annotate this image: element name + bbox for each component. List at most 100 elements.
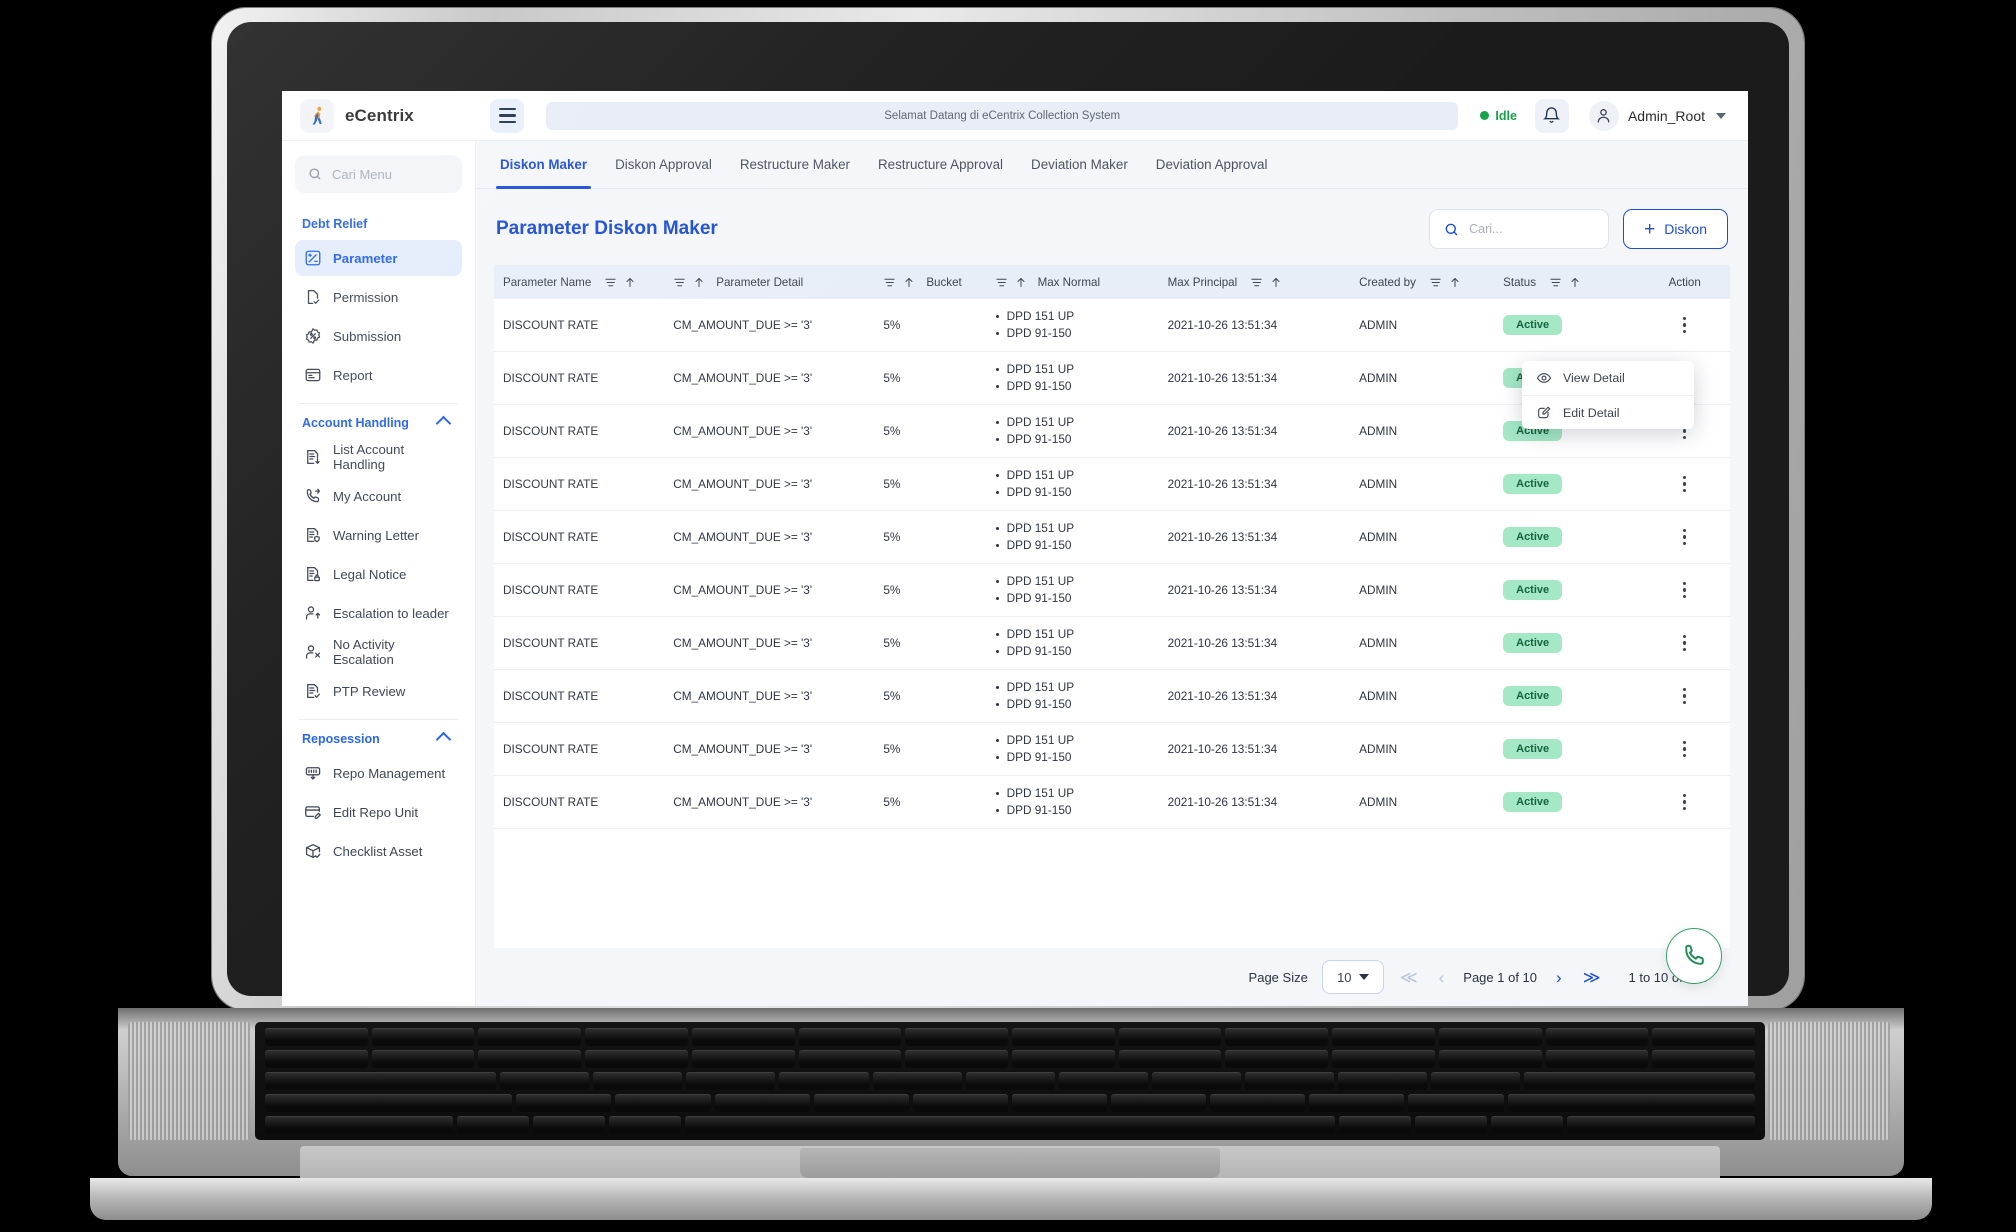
- table-row[interactable]: DISCOUNT RATE CM_AMOUNT_DUE >= '3' 5% DPD 1…: [494, 669, 1730, 723]
- filter-icon[interactable]: [673, 276, 686, 289]
- sidebar-item-my-account[interactable]: My Account: [295, 478, 462, 514]
- cell-parameter-detail: CM_AMOUNT_DUE >= '3': [673, 457, 884, 511]
- prev-page-button[interactable]: ‹: [1438, 967, 1445, 987]
- sort-ascending-arrow-icon[interactable]: [1569, 276, 1581, 289]
- sidebar-item-label: No Activity Escalation: [333, 637, 395, 667]
- context-menu-label: Edit Detail: [1563, 405, 1620, 420]
- table-row[interactable]: DISCOUNT RATE CM_AMOUNT_DUE >= '3' 5% DPD 1…: [494, 616, 1730, 670]
- cell-parameter-name: DISCOUNT RATE: [494, 404, 674, 458]
- sort-ascending-arrow-icon[interactable]: [693, 276, 705, 289]
- kebab-menu-icon[interactable]: [1676, 635, 1694, 651]
- col-parameter-detail[interactable]: Parameter Detail: [673, 265, 884, 299]
- sort-ascending-arrow-icon[interactable]: [1270, 276, 1282, 289]
- filter-icon[interactable]: [1429, 276, 1442, 289]
- table-row[interactable]: DISCOUNT RATE CM_AMOUNT_DUE >= '3' 5% DPD 1…: [494, 510, 1730, 564]
- sidebar-item-legal-notice[interactable]: Legal Notice: [295, 556, 462, 592]
- next-page-button[interactable]: ›: [1556, 967, 1562, 987]
- add-diskon-button[interactable]: + Diskon: [1623, 209, 1728, 249]
- kebab-menu-icon[interactable]: [1676, 476, 1694, 492]
- table-row[interactable]: DISCOUNT RATE CM_AMOUNT_DUE >= '3' 5% DPD 1…: [494, 299, 1730, 352]
- kebab-menu-icon[interactable]: [1676, 741, 1694, 757]
- sidebar-item-submission[interactable]: Submission: [295, 318, 462, 354]
- table-row[interactable]: DISCOUNT RATE CM_AMOUNT_DUE >= '3' 5% DPD 1…: [494, 722, 1730, 776]
- sidebar-item-permission[interactable]: Permission: [295, 279, 462, 315]
- tab-deviation-approval[interactable]: Deviation Approval: [1142, 141, 1282, 189]
- col-bucket[interactable]: Bucket: [883, 265, 995, 299]
- col-parameter-name[interactable]: Parameter Name: [494, 265, 674, 299]
- filter-icon[interactable]: [883, 276, 896, 289]
- sidebar-item-report[interactable]: Report: [295, 357, 462, 393]
- list-download-icon: [303, 448, 322, 467]
- kebab-menu-icon[interactable]: [1676, 794, 1694, 810]
- tab-restructure-maker[interactable]: Restructure Maker: [726, 141, 864, 189]
- table-row[interactable]: DISCOUNT RATE CM_AMOUNT_DUE >= '3' 5% DPD 1…: [494, 457, 1730, 511]
- sidebar-item-warning-letter[interactable]: Warning Letter: [295, 517, 462, 553]
- sort-ascending-arrow-icon[interactable]: [1449, 276, 1461, 289]
- main-content: Diskon Maker Diskon Approval Restructure…: [476, 141, 1748, 1006]
- sidebar-item-checklist-asset[interactable]: Checklist Asset: [295, 833, 462, 869]
- sidebar-item-repo-management[interactable]: Repo Management: [295, 755, 462, 791]
- sidebar-item-edit-repo-unit[interactable]: Edit Repo Unit: [295, 794, 462, 830]
- keyboard-key: [1652, 1028, 1756, 1046]
- bucket-item: DPD 91-150: [995, 802, 1164, 819]
- tab-diskon-approval[interactable]: Diskon Approval: [601, 141, 726, 189]
- sidebar-group-debt-relief[interactable]: Debt Relief: [295, 209, 462, 240]
- filter-icon[interactable]: [1250, 276, 1263, 289]
- page-size-select[interactable]: 10: [1321, 960, 1384, 994]
- report-card-icon: [303, 366, 322, 385]
- col-max-principal[interactable]: Max Principal: [1167, 265, 1360, 299]
- kebab-menu-icon[interactable]: [1676, 529, 1694, 545]
- sort-ascending-arrow-icon[interactable]: [1015, 276, 1027, 289]
- page-indicator: Page 1 of 10: [1463, 969, 1538, 985]
- sort-ascending-arrow-icon[interactable]: [903, 276, 915, 289]
- call-fab-button[interactable]: [1666, 928, 1722, 984]
- filter-icon[interactable]: [1549, 276, 1562, 289]
- cell-parameter-name: DISCOUNT RATE: [494, 510, 674, 564]
- table-header-row: Parameter Name: [494, 265, 1730, 299]
- keyboard-key: [1225, 1028, 1329, 1046]
- kebab-menu-icon[interactable]: [1676, 317, 1694, 333]
- keyboard-key: [1332, 1028, 1435, 1046]
- col-status[interactable]: Status: [1495, 265, 1644, 299]
- search-input[interactable]: Cari...: [1429, 209, 1610, 249]
- context-menu-edit-detail[interactable]: Edit Detail: [1522, 395, 1694, 429]
- bell-icon[interactable]: [1534, 98, 1569, 133]
- keyboard-key: [371, 1050, 475, 1068]
- sidebar-item-label: Submission: [333, 328, 402, 344]
- last-page-button[interactable]: ≫: [1582, 967, 1601, 987]
- sidebar-item-escalation-to-leader[interactable]: Escalation to leader: [295, 595, 462, 631]
- sidebar-search-placeholder: Cari Menu: [332, 166, 392, 182]
- context-menu-view-detail[interactable]: View Detail: [1522, 361, 1694, 395]
- sidebar-item-list-account-handling[interactable]: List Account Handling: [295, 439, 462, 475]
- hamburger-icon[interactable]: [490, 98, 524, 133]
- cell-status: Active: [1495, 563, 1644, 617]
- keyboard-key: [1210, 1094, 1306, 1112]
- filter-icon[interactable]: [995, 276, 1008, 289]
- table-row[interactable]: DISCOUNT RATE CM_AMOUNT_DUE >= '3' 5% DPD 1…: [494, 775, 1730, 829]
- kebab-menu-icon[interactable]: [1676, 688, 1694, 704]
- app-body: Cari Menu Debt Relief Parameter: [282, 141, 1748, 1006]
- sidebar-group-account-handling[interactable]: Account Handling: [295, 408, 462, 439]
- status-label: Idle: [1495, 108, 1517, 123]
- document-check-icon: [303, 288, 322, 307]
- col-max-normal[interactable]: Max Normal: [994, 265, 1168, 299]
- sidebar-item-no-activity-escalation[interactable]: No Activity Escalation: [295, 634, 462, 670]
- tab-restructure-approval[interactable]: Restructure Approval: [864, 141, 1017, 189]
- sidebar-item-parameter[interactable]: Parameter: [295, 240, 462, 276]
- search-placeholder: Cari...: [1469, 222, 1503, 236]
- table-row[interactable]: DISCOUNT RATE CM_AMOUNT_DUE >= '3' 5% DPD 1…: [494, 563, 1730, 617]
- sidebar-group-reposession[interactable]: Reposession: [295, 724, 462, 755]
- cell-max-normal: DPD 151 UP DPD 91-150: [994, 457, 1168, 511]
- bucket-item: DPD 151 UP: [995, 573, 1164, 590]
- first-page-button[interactable]: ≪: [1399, 967, 1418, 987]
- kebab-menu-icon[interactable]: [1676, 582, 1694, 598]
- tab-deviation-maker[interactable]: Deviation Maker: [1017, 141, 1142, 189]
- sidebar-search-input[interactable]: Cari Menu: [295, 155, 462, 193]
- tab-diskon-maker[interactable]: Diskon Maker: [486, 141, 601, 189]
- status-badge: Idle: [1480, 109, 1517, 123]
- filter-icon[interactable]: [604, 276, 617, 289]
- sidebar-item-ptp-review[interactable]: PTP Review: [295, 673, 462, 709]
- col-created-by[interactable]: Created by: [1359, 265, 1496, 299]
- sort-ascending-arrow-icon[interactable]: [624, 276, 636, 289]
- user-menu[interactable]: Admin_Root: [1588, 100, 1726, 131]
